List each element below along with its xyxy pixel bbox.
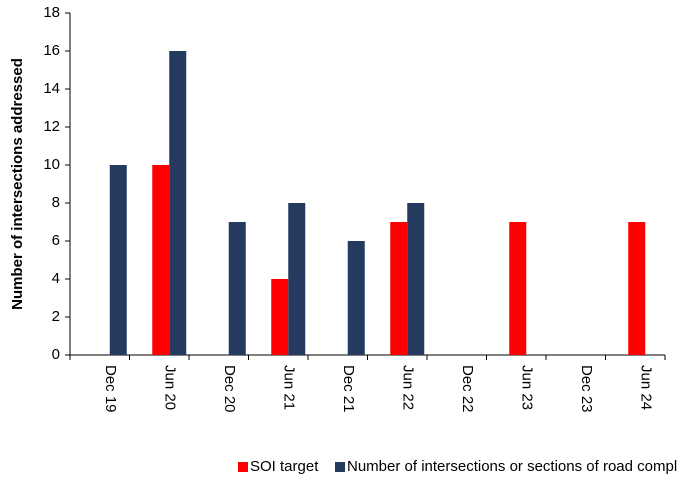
x-tick-label: Dec 19 [102,365,119,413]
x-tick-label: Jun 21 [280,365,297,410]
y-tick-label: 16 [43,42,60,59]
x-tick-label: Dec 21 [340,365,357,413]
bar [271,279,289,355]
y-tick-label: 2 [52,308,60,325]
bar [628,222,646,355]
y-tick-label: 12 [43,118,60,135]
bar [390,222,408,355]
bar [509,222,527,355]
legend-swatch [238,462,248,472]
y-tick-label: 0 [52,346,60,363]
y-tick-label: 18 [43,4,60,21]
bar [288,203,306,355]
y-tick-label: 14 [43,80,60,97]
y-tick-label: 4 [52,270,60,287]
bar [152,165,170,355]
y-axis-label: Number of intersections addressed [9,58,26,310]
x-tick-label: Jun 20 [161,365,178,410]
x-tick-label: Jun 24 [637,365,654,410]
bar [109,165,127,355]
x-tick-label: Dec 23 [578,365,595,413]
y-tick-label: 10 [43,156,60,173]
legend-label: Number of intersections or sections of r… [347,458,677,475]
legend-swatch [335,462,345,472]
bar [407,203,425,355]
y-tick-label: 8 [52,194,60,211]
x-tick-label: Dec 22 [459,365,476,413]
bar [228,222,246,355]
x-tick-label: Jun 22 [399,365,416,410]
y-tick-label: 6 [52,232,60,249]
bar [169,51,187,355]
legend-label: SOI target [250,458,319,475]
bar [347,241,365,355]
x-tick-label: Jun 23 [518,365,535,410]
x-tick-label: Dec 20 [221,365,238,413]
